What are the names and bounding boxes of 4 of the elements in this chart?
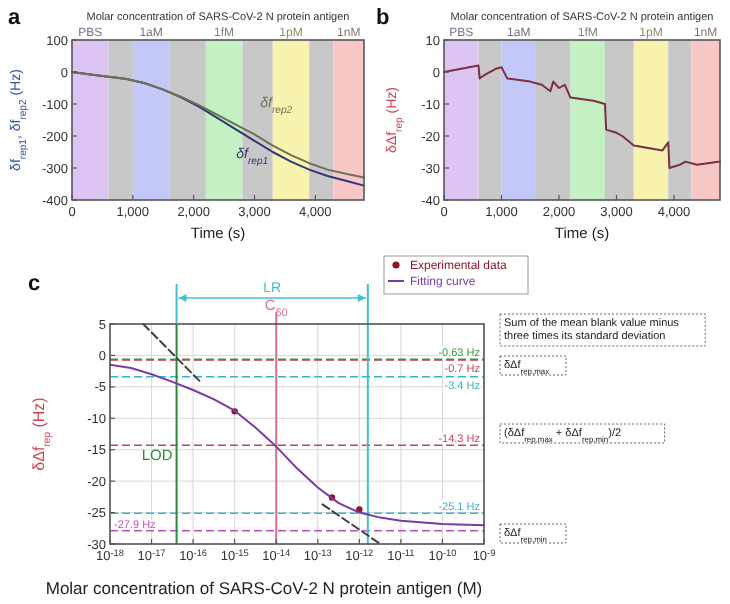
text: c (28, 272, 41, 296)
text: b (376, 6, 390, 30)
text: a (8, 6, 22, 30)
x-axis-title: Molar concentration of SARS-CoV-2 N protein antigen (M) (45, 578, 483, 598)
